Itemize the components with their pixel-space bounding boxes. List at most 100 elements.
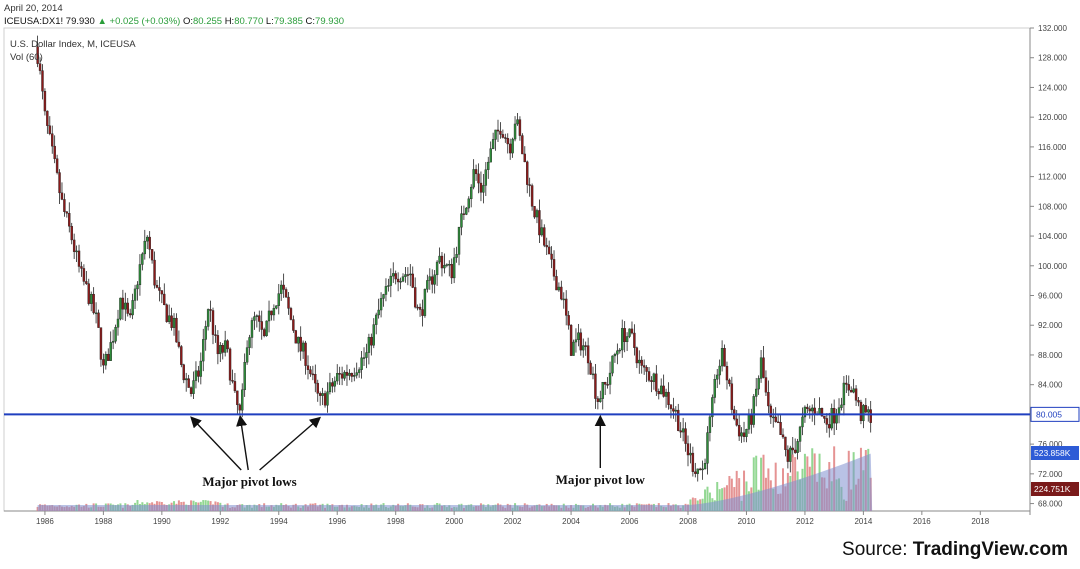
candle bbox=[38, 63, 42, 71]
volume-bar bbox=[708, 492, 711, 511]
candle bbox=[596, 398, 600, 402]
candle bbox=[321, 393, 324, 396]
candle bbox=[85, 281, 88, 284]
candle bbox=[63, 199, 66, 212]
candle bbox=[708, 416, 712, 433]
candle bbox=[238, 404, 241, 411]
candle bbox=[657, 391, 660, 395]
candle bbox=[299, 336, 302, 352]
candle bbox=[752, 396, 755, 425]
candle bbox=[823, 415, 826, 419]
x-tick-label: 2008 bbox=[679, 517, 697, 526]
candle bbox=[146, 236, 149, 242]
annotation-arrow bbox=[236, 414, 249, 471]
candle bbox=[847, 384, 850, 391]
candle bbox=[635, 347, 639, 364]
candle bbox=[58, 172, 61, 194]
x-tick-label: 1994 bbox=[270, 517, 288, 526]
candle bbox=[550, 253, 553, 260]
candle bbox=[301, 342, 305, 352]
candle bbox=[574, 339, 578, 343]
x-tick-label: 1990 bbox=[153, 517, 171, 526]
ohlc-close-value: 79.930 bbox=[315, 16, 345, 27]
candle bbox=[111, 340, 115, 343]
candle bbox=[718, 365, 721, 376]
candle bbox=[652, 373, 656, 382]
candle bbox=[223, 340, 227, 353]
candle bbox=[547, 246, 551, 255]
y-tick-label: 128.000 bbox=[1038, 54, 1067, 63]
candle bbox=[326, 391, 329, 406]
candle bbox=[245, 347, 249, 363]
candle bbox=[840, 404, 843, 408]
candle bbox=[711, 397, 714, 418]
candle bbox=[662, 385, 665, 397]
candle bbox=[426, 280, 429, 290]
y-tick-label: 92.000 bbox=[1038, 321, 1063, 330]
candle bbox=[674, 409, 678, 412]
candle bbox=[241, 389, 244, 411]
candle bbox=[628, 328, 631, 337]
candle bbox=[737, 424, 741, 437]
candle bbox=[187, 378, 190, 388]
candle bbox=[513, 123, 517, 140]
candle bbox=[440, 255, 444, 269]
candle bbox=[192, 380, 195, 394]
candle bbox=[811, 407, 814, 412]
candle bbox=[728, 379, 731, 384]
candle bbox=[482, 185, 485, 193]
source-prefix: Source: bbox=[842, 539, 913, 560]
candle bbox=[60, 192, 64, 200]
candle bbox=[399, 281, 402, 283]
candle bbox=[80, 266, 83, 269]
candle bbox=[53, 145, 56, 159]
candle bbox=[560, 286, 563, 300]
candle bbox=[280, 284, 283, 294]
candle bbox=[199, 360, 203, 377]
chart-title: U.S. Dollar Index, M, ICEUSA bbox=[10, 39, 136, 50]
candle bbox=[143, 240, 146, 255]
candle bbox=[87, 283, 90, 304]
annotation-arrow bbox=[190, 416, 242, 471]
candle bbox=[730, 383, 734, 410]
candle bbox=[867, 409, 870, 413]
candle bbox=[801, 416, 804, 428]
candle bbox=[340, 373, 344, 379]
candle bbox=[698, 468, 702, 471]
candle bbox=[594, 373, 597, 399]
candle bbox=[141, 253, 144, 265]
candle bbox=[747, 413, 751, 430]
candle bbox=[138, 264, 142, 286]
candle bbox=[679, 430, 682, 433]
candle bbox=[418, 306, 422, 310]
candle bbox=[448, 264, 451, 266]
y-tick-label: 132.000 bbox=[1038, 24, 1067, 33]
candle bbox=[423, 289, 427, 316]
candle bbox=[216, 335, 220, 355]
candle bbox=[725, 366, 729, 381]
candle bbox=[48, 125, 51, 134]
candle bbox=[684, 428, 687, 444]
support-label: 80.005 bbox=[1036, 409, 1062, 419]
candle bbox=[287, 296, 290, 309]
x-tick-label: 1998 bbox=[387, 517, 405, 526]
volume-label-box bbox=[1031, 482, 1079, 496]
candle bbox=[311, 373, 315, 376]
ohlc-high-label: H: bbox=[224, 16, 235, 27]
candle bbox=[401, 276, 405, 282]
candle bbox=[180, 346, 183, 365]
candle bbox=[428, 276, 431, 281]
candle bbox=[202, 339, 205, 362]
candle bbox=[818, 408, 821, 415]
volume-bar bbox=[716, 481, 719, 511]
candle bbox=[413, 287, 417, 308]
candle bbox=[185, 378, 188, 381]
candle bbox=[530, 185, 534, 207]
candle bbox=[435, 261, 439, 276]
candle bbox=[350, 372, 354, 377]
candle bbox=[214, 334, 217, 336]
candle bbox=[796, 441, 799, 453]
candle bbox=[465, 207, 468, 215]
candle bbox=[567, 315, 570, 326]
